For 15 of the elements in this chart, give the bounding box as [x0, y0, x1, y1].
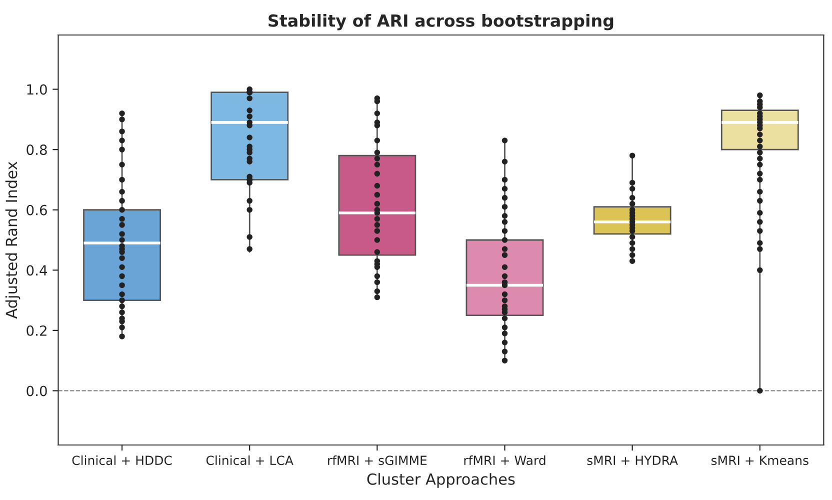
y-tick-label: 0.0 [26, 386, 47, 396]
x-tick-label: rfMRI + sGIMME [328, 455, 427, 466]
y-tick-label: 1.0 [27, 84, 47, 95]
y-axis-title: Adjusted Rand Index [5, 162, 20, 319]
y-tick-label: 0.4 [26, 265, 48, 276]
x-axis-title: Cluster Approaches [367, 473, 515, 488]
x-tick-label: rfMRI + Ward [464, 455, 546, 466]
y-tick-label: 0.8 [26, 144, 47, 156]
x-tick-label: Clinical + HDDC [72, 455, 172, 466]
x-tick-label: Clinical + LCA [206, 455, 294, 466]
x-tick-label: sMRI + HYDRA [587, 456, 678, 466]
chart-title: Stability of ARI across bootstrapping [268, 14, 614, 30]
x-tick-label: sMRI + Kmeans [711, 456, 808, 466]
y-tick-label: 0.6 [26, 204, 47, 216]
y-tick-label: 0.2 [26, 325, 46, 336]
